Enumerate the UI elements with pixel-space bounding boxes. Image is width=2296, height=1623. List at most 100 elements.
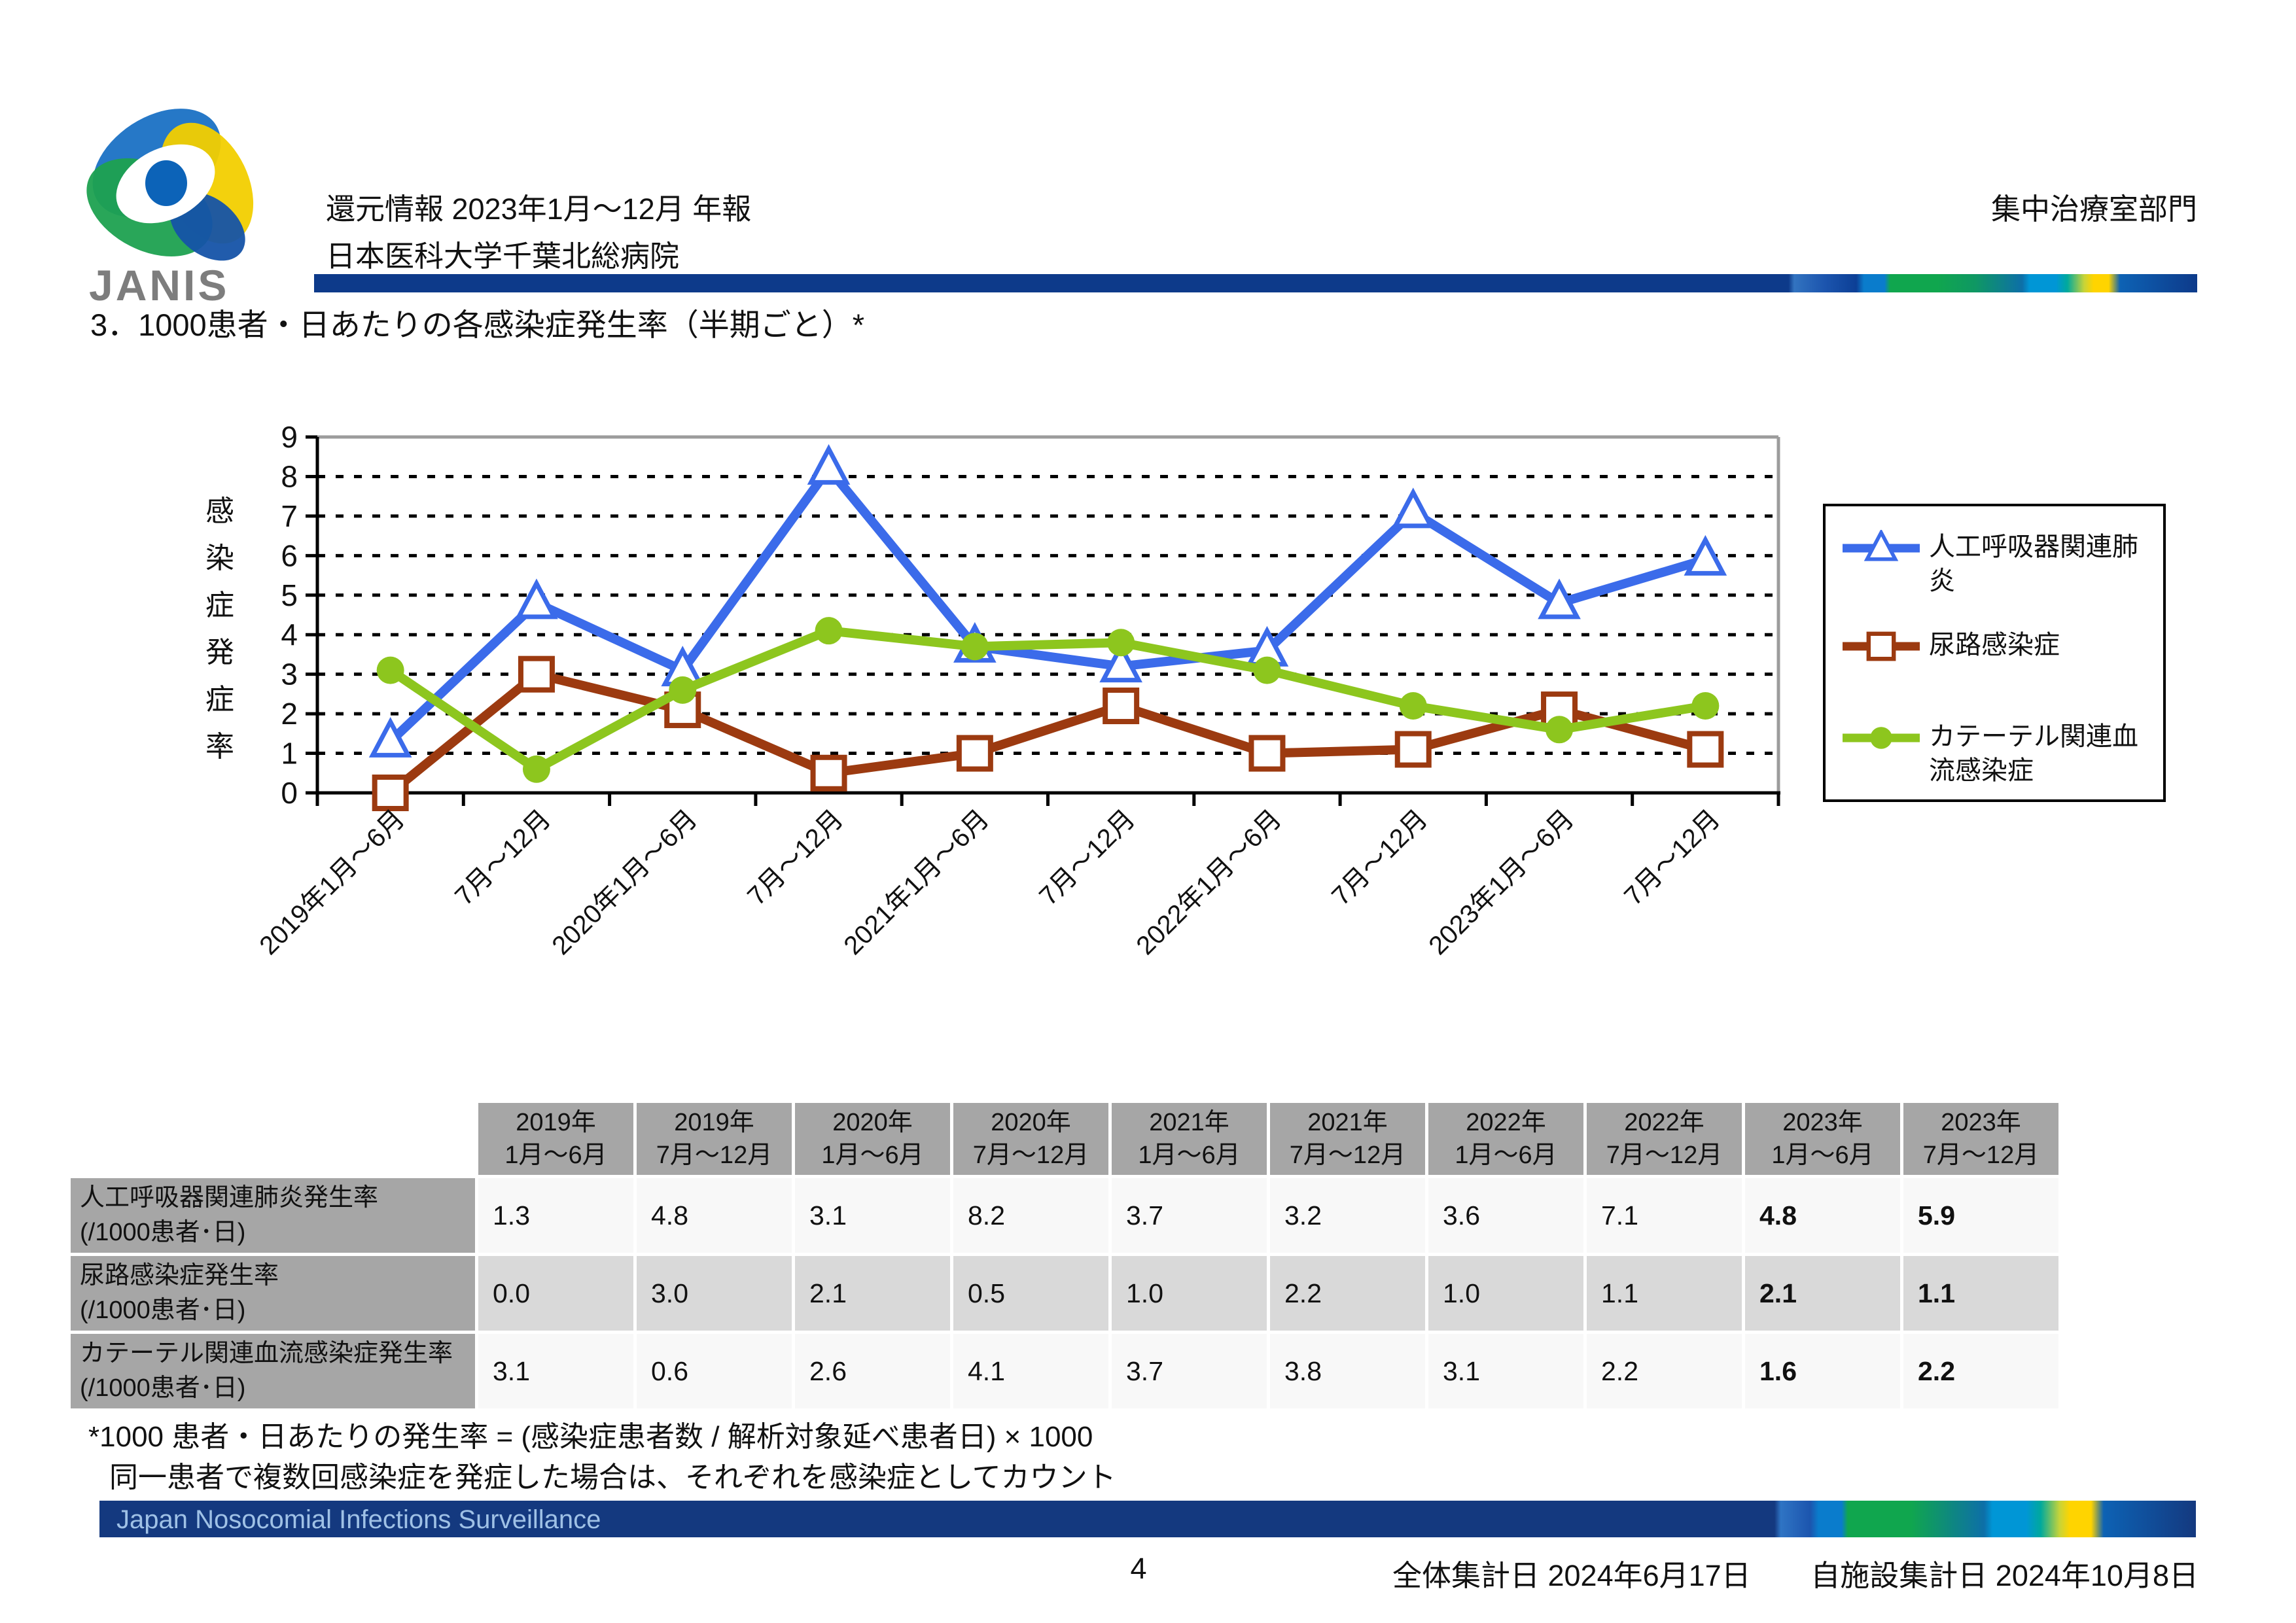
janis-logo — [70, 86, 272, 277]
table-col-header-line: 2023年 — [1941, 1109, 2021, 1136]
table-cell: 0.0 — [478, 1256, 633, 1331]
triangle-marker — [515, 578, 558, 620]
table-row-label: 人工呼吸器関連肺炎発生率 — [80, 1184, 379, 1212]
table-cell: 2.2 — [1270, 1256, 1425, 1331]
legend-entry: カテーテル関連血流感染症 — [1840, 720, 2163, 788]
table-row-header: カテーテル関連血流感染症発生率 (/1000患者･日) — [71, 1334, 475, 1408]
legend-entry: 尿路感染症 — [1840, 628, 2163, 665]
triangle-marker — [1538, 578, 1581, 620]
table-row-header: 人工呼吸器関連肺炎発生率 (/1000患者･日) — [71, 1178, 475, 1253]
circle-marker — [1870, 727, 1892, 749]
circle-marker — [1691, 692, 1720, 720]
square-marker — [1687, 731, 1724, 768]
table-row-header: 尿路感染症発生率 (/1000患者･日) — [71, 1256, 475, 1331]
table-col-header-line: 7月～12月 — [972, 1142, 1089, 1169]
header-rule-bar — [314, 274, 2197, 292]
table-cell: 3.1 — [478, 1334, 633, 1408]
table-col-header-line: 2023年 — [1782, 1109, 1863, 1136]
triangle-marker — [1684, 534, 1727, 576]
square-marker — [1248, 735, 1286, 772]
table-cell: 8.2 — [953, 1178, 1108, 1253]
table-col-header: 2022年 1月～6月 — [1428, 1103, 1583, 1175]
footnote-formula: *1000 患者・日あたりの発生率 = (感染症患者数 / 解析対象延べ患者日)… — [88, 1421, 1093, 1453]
legend-label: 人工呼吸器関連肺炎 — [1929, 532, 2138, 595]
table-corner-cell — [71, 1103, 475, 1175]
footnote-counting-rule: 同一患者で複数回感染症を発症した場合は、それぞれを感染症としてカウント — [109, 1461, 1116, 1493]
y-tick-label: 0 — [281, 776, 298, 810]
table-col-header-line: 1月～6月 — [1138, 1142, 1241, 1169]
triangle-marker — [1863, 530, 1899, 561]
table-col-header-line: 1月～6月 — [1771, 1142, 1874, 1169]
table-row-sublabel: (/1000患者･日) — [80, 1219, 246, 1246]
y-axis-title-char: 症 — [205, 589, 234, 621]
table-cell: 1.6 — [1745, 1334, 1900, 1408]
y-tick-label: 8 — [281, 459, 298, 493]
table-cell: 2.2 — [1587, 1334, 1742, 1408]
hospital-name: 日本医科大学千葉北総病院 — [326, 239, 680, 273]
table-cell: 4.1 — [953, 1334, 1108, 1408]
table-cell: 3.7 — [1112, 1334, 1267, 1408]
y-tick-label: 7 — [281, 499, 298, 533]
table-col-header: 2019年 1月～6月 — [478, 1103, 633, 1175]
table-cell: 4.8 — [1745, 1178, 1900, 1253]
table-col-header-line: 1月～6月 — [504, 1142, 607, 1169]
series-line-尿路感染症 — [385, 669, 1710, 797]
table-cell: 1.0 — [1428, 1256, 1583, 1331]
table-cell: 2.1 — [1745, 1256, 1900, 1331]
table-cell: 4.8 — [637, 1178, 792, 1253]
table-row-sublabel: (/1000患者･日) — [80, 1374, 246, 1402]
table-row-label: 尿路感染症発生率 — [80, 1262, 279, 1289]
chart-legend: 人工呼吸器関連肺炎尿路感染症カテーテル関連血流感染症 — [1823, 504, 2166, 802]
y-axis-title: 感染症発症率 — [200, 488, 239, 771]
table-col-header-line: 2022年 — [1624, 1109, 1704, 1136]
logo-text: JANIS — [89, 261, 230, 309]
y-tick-label: 1 — [281, 737, 298, 771]
table-col-header: 2020年 7月～12月 — [953, 1103, 1108, 1175]
table-col-header-line: 7月～12月 — [1606, 1142, 1723, 1169]
legend-entry: 人工呼吸器関連肺炎 — [1840, 530, 2163, 598]
table-col-header-line: 7月～12月 — [1289, 1142, 1406, 1169]
circle-marker — [1545, 716, 1574, 744]
aggregate-date: 全体集計日 2024年6月17日 — [1392, 1559, 1751, 1592]
series-line-人工呼吸器関連肺炎 — [385, 464, 1710, 746]
triangle-marker — [1099, 642, 1142, 683]
circle-marker — [1399, 692, 1427, 720]
table-col-header-line: 2019年 — [516, 1109, 596, 1136]
table-cell: 2.2 — [1903, 1334, 2058, 1408]
table-cell: 3.6 — [1428, 1178, 1583, 1253]
circle-marker — [669, 676, 697, 704]
y-tick-label: 3 — [281, 657, 298, 691]
square-marker — [1394, 731, 1432, 768]
table-row-sublabel: (/1000患者･日) — [80, 1297, 246, 1324]
footer-band-text: Japan Nosocomial Infections Surveillance — [116, 1505, 601, 1534]
legend-swatch-circle — [1843, 727, 1920, 749]
table-col-header-line: 7月～12月 — [656, 1142, 773, 1169]
page-number: 4 — [1130, 1552, 1147, 1585]
circle-marker — [1107, 629, 1135, 657]
table-cell: 7.1 — [1587, 1178, 1742, 1253]
y-axis-title-char: 発 — [205, 637, 234, 669]
table-col-header: 2021年 1月～6月 — [1112, 1103, 1267, 1175]
y-axis-title-char: 感 — [205, 495, 234, 527]
table-col-header: 2020年 1月～6月 — [795, 1103, 950, 1175]
circle-marker — [522, 755, 550, 783]
section-title: 3．1000患者・日あたりの各感染症発生率（半期ごと）* — [90, 307, 864, 342]
y-tick-label: 9 — [281, 420, 298, 454]
table-cell: 1.1 — [1903, 1256, 2058, 1331]
table-col-header-line: 2019年 — [674, 1109, 754, 1136]
footer-band — [99, 1501, 2196, 1537]
table-col-header-line: 1月～6月 — [1455, 1142, 1557, 1169]
table-row-label: カテーテル関連血流感染症発生率 — [80, 1340, 453, 1367]
legend-swatch-square — [1843, 631, 1920, 661]
table-cell: 3.8 — [1270, 1334, 1425, 1408]
table-col-header: 2023年 7月～12月 — [1903, 1103, 2058, 1175]
y-tick-label: 5 — [281, 578, 298, 612]
y-tick-label: 6 — [281, 538, 298, 572]
square-marker — [810, 754, 847, 792]
table-col-header-line: 2022年 — [1466, 1109, 1546, 1136]
table-col-header-line: 2021年 — [1149, 1109, 1229, 1136]
table-cell: 1.1 — [1587, 1256, 1742, 1331]
triangle-marker — [807, 444, 851, 485]
table-cell: 0.5 — [953, 1256, 1108, 1331]
